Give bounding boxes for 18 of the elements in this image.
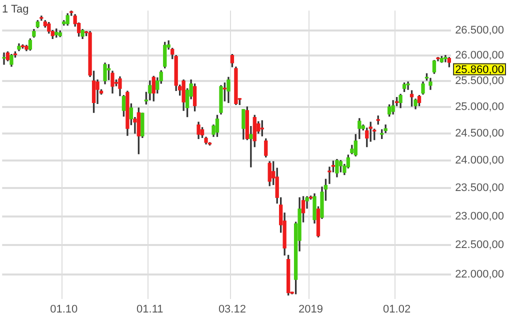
x-tick-label: 01.02 [383,303,411,316]
y-tick-label: 25.000,00 [455,100,504,113]
y-tick-label: 23.000,00 [455,210,504,222]
chart-subtitle: 1 Tag [2,4,29,16]
x-tick-label: 03.12 [218,303,246,316]
candlestick [406,82,410,90]
y-tick-label: 26.500,00 [455,24,504,36]
x-tick-label: 01.10 [50,303,78,316]
text: 25.860,00 [455,64,504,76]
y-tick-label: 24.000,00 [455,154,504,166]
y-tick-label: 22.000,00 [455,268,504,281]
x-tick-label: 2019 [298,303,324,316]
y-tick-label: 25.500,00 [455,74,504,87]
x-tick-label: 01.11 [136,303,164,316]
y-tick-label: 26.000,00 [455,49,504,62]
y-tick-label: 24.500,00 [455,127,504,140]
y-tick-label: 22.500,00 [455,239,504,252]
y-tick-label: 23.500,00 [455,182,504,194]
